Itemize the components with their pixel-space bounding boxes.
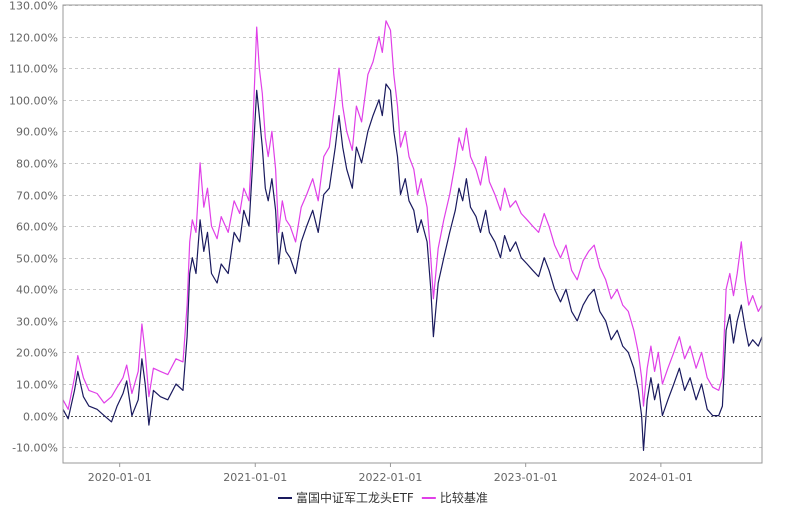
y-tick-label: 60.00% [16,221,58,234]
y-tick-label: 30.00% [16,316,58,329]
y-tick-label: 50.00% [16,253,58,266]
x-tick-label: 2021-01-01 [223,471,287,484]
y-tick-label: 120.00% [9,32,58,45]
legend-label-benchmark: 比较基准 [440,490,488,505]
x-axis-ticks: 2020-01-01 2021-01-01 2022-01-01 2023-01-01… [88,463,693,484]
legend: 富国中证军工龙头ETF 比较基准 [278,490,488,505]
plot-frame [62,4,763,464]
series-line-etf [62,83,763,451]
series-line-benchmark [62,20,763,410]
y-tick-label: 110.00% [9,63,58,76]
x-tick-label: 2023-01-01 [494,471,558,484]
y-tick-label: 0.00% [23,411,58,424]
x-tick-label: 2020-01-01 [88,471,152,484]
y-tick-label: 90.00% [16,126,58,139]
y-tick-label: 100.00% [9,95,58,108]
y-tick-label: 70.00% [16,190,58,203]
y-tick-label: 130.00% [9,0,58,13]
y-axis-ticks: 130.00% 120.00% 110.00% 100.00% 90.00% 80.00%… [9,0,58,455]
legend-label-etf: 富国中证军工龙头ETF [296,490,414,505]
series-lines [62,20,763,451]
x-tick-label: 2022-01-01 [358,471,422,484]
y-tick-label: 10.00% [16,379,58,392]
y-tick-label: -10.00% [12,442,58,455]
x-tick-label: 2024-01-01 [629,471,693,484]
y-tick-label: 80.00% [16,158,58,171]
grid-lines [63,5,762,448]
y-tick-label: 40.00% [16,284,58,297]
y-tick-label: 20.00% [16,347,58,360]
